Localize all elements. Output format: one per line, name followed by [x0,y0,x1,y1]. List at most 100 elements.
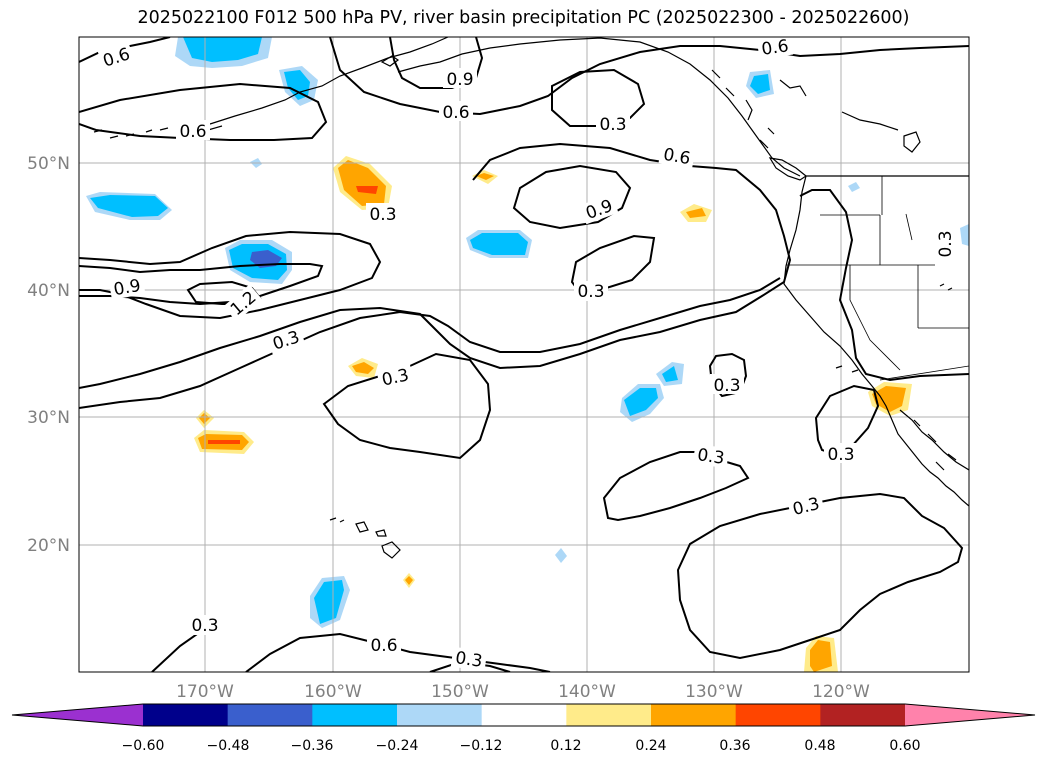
contour-labels: 0.6 0.9 0.6 0.6 0.3 0.6 0.9 0.3 0.6 0.9 … [97,36,956,672]
contour-label: 0.3 [380,365,411,390]
lon-label: 170°W [176,682,234,702]
colorbar-tick-label: 0.36 [719,738,750,754]
hawaii-islands [329,517,401,559]
lat-label: 30°N [27,408,70,428]
neg-area [960,224,969,246]
canada-island [903,131,921,153]
colorbar-segment [227,704,313,726]
colorbar-segment [735,704,821,726]
contour-label: 0.3 [696,445,726,469]
lat-axis: 50°N 40°N 30°N 20°N [27,154,70,556]
pv-contour [79,82,328,141]
lon-label: 160°W [304,682,362,702]
contour-label: 0.3 [713,376,740,396]
contour-label: 0.6 [370,636,397,656]
pv-contour [79,142,792,389]
pv-contour [245,632,551,672]
neg-area [624,388,658,416]
lat-label: 20°N [27,536,70,556]
alaska-coast [209,37,449,125]
colorbar-extend-min [12,704,143,726]
pv-contour [329,37,969,116]
contour-label: 0.6 [179,122,206,142]
map-plot-area: 0.6 0.9 0.6 0.6 0.3 0.6 0.9 0.3 0.6 0.9 … [79,36,969,672]
pos-area [405,576,413,585]
contour-label: 0.3 [191,616,218,636]
lon-axis: 170°W 160°W 150°W 140°W 130°W 120°W [176,682,870,702]
colorbar-tick-label: −0.48 [207,738,250,754]
contour-label: 0.9 [446,70,473,90]
colorbar-segment [651,704,737,726]
contour-label: 0.3 [791,494,822,520]
pos-area [338,160,386,206]
channel-islands [835,283,953,373]
colorbar-segment [143,704,229,726]
us-west-coast [783,175,969,507]
alaska-panhandle [711,69,807,149]
neg-area [183,37,262,62]
lon-label: 140°W [558,682,616,702]
coastlines [93,37,969,559]
alaska-coast [397,37,801,177]
colorbar-tick-label: −0.24 [376,738,419,754]
map-frame [78,36,970,673]
pv-contour [79,37,171,63]
pv-contour [79,277,781,409]
pv-contour [79,263,324,306]
colorbar-tick-label: 0.12 [550,738,581,754]
precipitation-shading [86,37,969,672]
colorbar-ticks: −0.60 −0.48 −0.36 −0.24 −0.12 0.12 0.24 … [122,738,921,754]
contour-label: 0.9 [112,276,142,300]
contour-label: 0.3 [599,115,626,135]
lon-label: 150°W [431,682,489,702]
pos-area [872,386,906,412]
neg-area [314,580,344,624]
pv-contour [512,164,632,230]
colorbar-segment [481,704,567,726]
colorbar: −0.60 −0.48 −0.36 −0.24 −0.12 0.12 0.24 … [11,703,1036,754]
colorbar-tick-label: 0.48 [804,738,835,754]
neg-area [555,548,567,563]
contour-label: 0.3 [454,648,484,672]
pv-contour [799,189,969,382]
graticule [79,37,969,672]
neg-area [470,233,528,255]
pv-contour [389,37,484,89]
colorbar-tick-label: 0.60 [889,738,920,754]
colorbar-outline [11,703,1036,727]
neg-area [662,366,678,382]
colorbar-segments [12,704,1035,726]
canada-coast [841,111,899,131]
kodiak-island [380,55,400,67]
contour-label: 0.6 [760,36,790,60]
neg-area [284,70,310,100]
contour-label: 0.3 [577,282,604,302]
pv-contour [79,230,382,320]
pv-contour [151,629,211,672]
neg-area [848,182,860,192]
baja-coast [899,409,969,471]
neg-area [90,195,168,217]
contour-label: 0.6 [442,103,469,123]
pv-contour [676,492,964,660]
colorbar-tick-label: 0.24 [635,738,666,754]
colorbar-segment [566,704,652,726]
pos-area [356,186,378,194]
colorbar-segment [312,704,398,726]
vancouver-island [768,157,808,181]
contour-label: 0.3 [936,230,956,257]
pv-contour [602,451,750,522]
pos-area [352,362,374,374]
neg-area [750,74,770,94]
lat-label: 50°N [27,154,70,174]
lon-label: 120°W [812,682,870,702]
lat-label: 40°N [27,281,70,301]
state-borders [786,176,969,381]
colorbar-tick-label: −0.36 [291,738,334,754]
colorbar-segment [397,704,483,726]
figure-title: 2025022100 F012 500 hPa PV, river basin … [137,8,910,28]
pos-area [686,208,706,218]
colorbar-tick-label: −0.60 [122,738,165,754]
contour-label: 0.6 [662,145,692,169]
baja-detail [913,419,957,471]
